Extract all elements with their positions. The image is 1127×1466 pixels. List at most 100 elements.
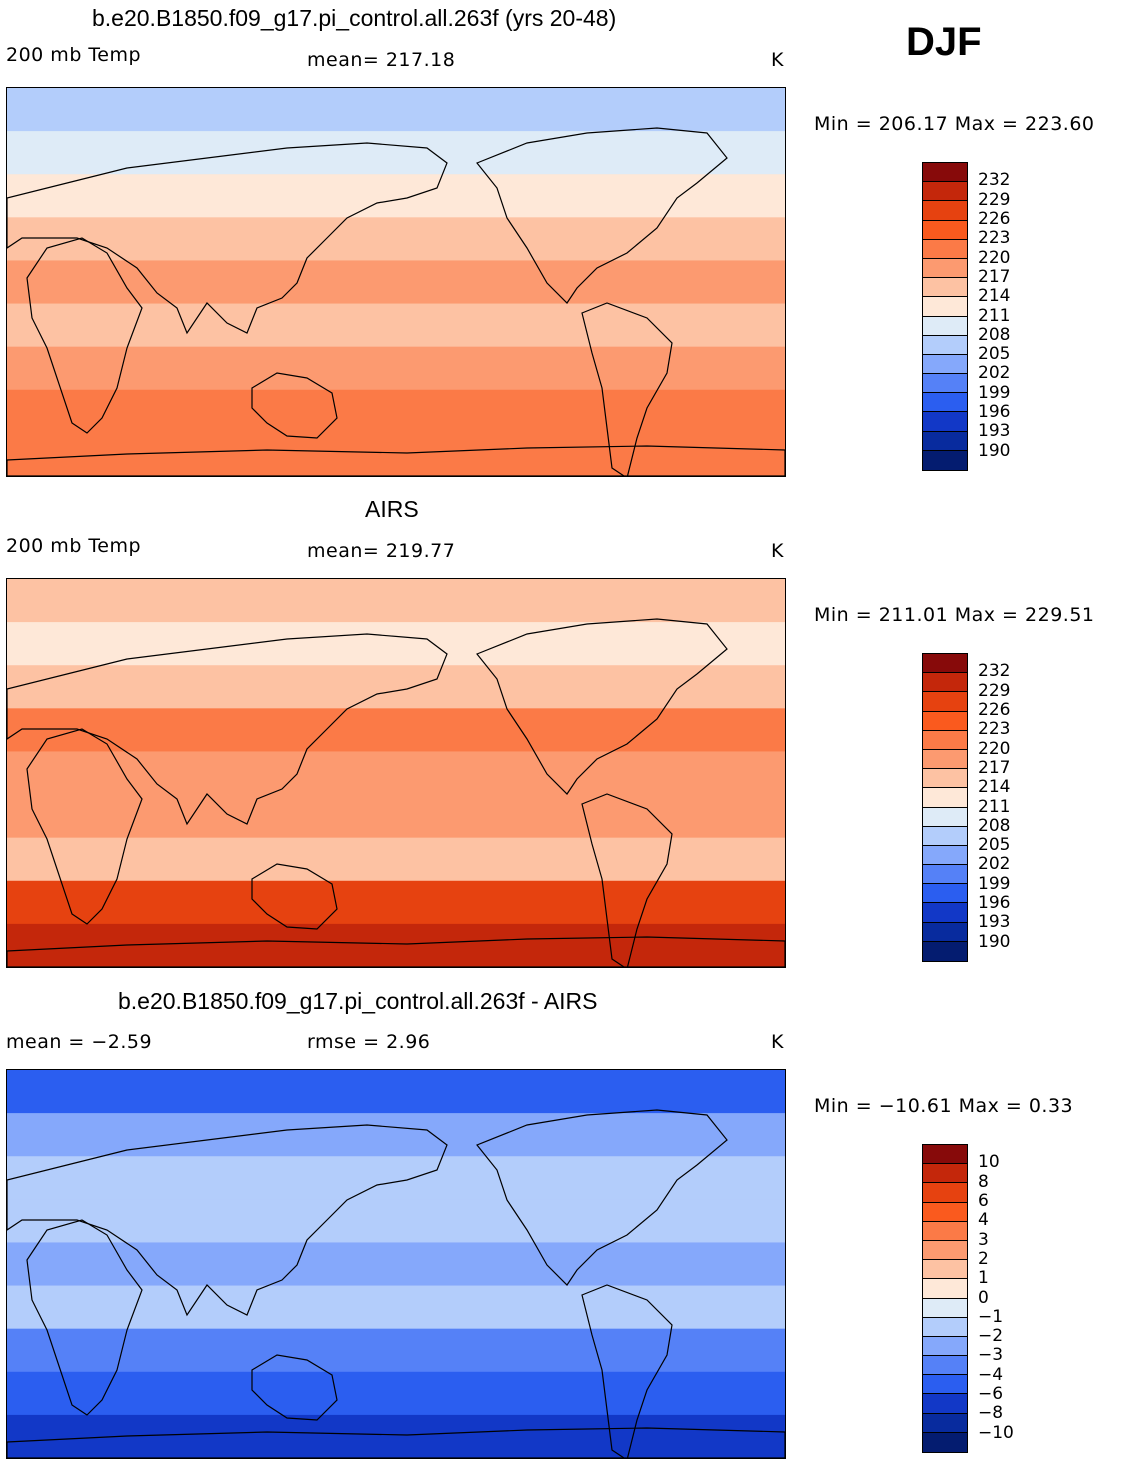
colorbar-swatch bbox=[923, 1356, 967, 1376]
colorbar-swatch bbox=[923, 182, 967, 202]
colorbar-swatch bbox=[923, 431, 967, 451]
contour-band bbox=[7, 432, 785, 476]
colorbar-swatch bbox=[923, 1145, 967, 1165]
colorbar-swatch bbox=[923, 654, 967, 674]
panel-3-units-label: K bbox=[771, 1031, 784, 1053]
contour-band bbox=[7, 346, 785, 391]
contour-band bbox=[7, 1285, 785, 1330]
colorbar-swatch bbox=[923, 412, 967, 432]
colorbar-swatch bbox=[923, 826, 967, 846]
colorbar-tick-label: 217 bbox=[978, 266, 1011, 287]
coastline bbox=[251, 1354, 338, 1421]
colorbar-tick-label: −8 bbox=[978, 1403, 1004, 1424]
colorbar-tick-label: 193 bbox=[978, 912, 1011, 933]
colorbar-swatch bbox=[923, 354, 967, 375]
coastline bbox=[476, 1109, 728, 1286]
colorbar-swatch bbox=[923, 1240, 967, 1261]
coastline bbox=[7, 445, 785, 476]
colorbar-swatch bbox=[923, 865, 967, 885]
colorbar-swatch bbox=[923, 1279, 967, 1299]
contour-band bbox=[7, 131, 785, 176]
colorbar-tick-label: 196 bbox=[978, 893, 1011, 914]
colorbar-tick-label: 217 bbox=[978, 757, 1011, 778]
coastline bbox=[581, 1284, 673, 1458]
colorbar-swatch bbox=[923, 884, 967, 904]
colorbar-tick-label: −6 bbox=[978, 1384, 1004, 1405]
colorbar-swatch bbox=[923, 1394, 967, 1414]
contour-band bbox=[7, 923, 785, 967]
coastline bbox=[251, 372, 338, 439]
panel-3-map bbox=[6, 1069, 786, 1459]
colorbar-tick-label: 223 bbox=[978, 228, 1011, 249]
coastline bbox=[7, 633, 448, 826]
colorbar-swatch bbox=[923, 807, 967, 827]
colorbar-swatch bbox=[923, 316, 967, 336]
colorbar-tick-label: 6 bbox=[978, 1190, 989, 1211]
contour-band bbox=[7, 579, 785, 624]
colorbar-tick-label: 196 bbox=[978, 402, 1011, 423]
contour-band bbox=[7, 1199, 785, 1244]
panel-3-colorbar bbox=[922, 1144, 968, 1453]
panel-1-colorbar bbox=[922, 162, 968, 471]
colorbar-tick-label: 3 bbox=[978, 1229, 989, 1250]
colorbar-swatch bbox=[923, 297, 967, 317]
colorbar-tick-label: 2 bbox=[978, 1248, 989, 1269]
coastline bbox=[581, 793, 673, 967]
panel-2-colorbar bbox=[922, 653, 968, 962]
colorbar-tick-label: 190 bbox=[978, 931, 1011, 952]
colorbar-tick-label: 232 bbox=[978, 661, 1011, 682]
coastline bbox=[476, 127, 728, 304]
colorbar-tick-label: 193 bbox=[978, 421, 1011, 442]
coastline bbox=[7, 936, 785, 967]
panel-1-variable-label: 200 mb Temp bbox=[6, 44, 142, 66]
panel-2-minmax-label: Min = 211.01 Max = 229.51 bbox=[814, 604, 1095, 626]
contour-band bbox=[7, 880, 785, 925]
colorbar-swatch bbox=[923, 769, 967, 789]
colorbar-swatch bbox=[923, 673, 967, 693]
colorbar-swatch bbox=[923, 1375, 967, 1395]
colorbar-tick-label: 211 bbox=[978, 305, 1011, 326]
colorbar-tick-label: 199 bbox=[978, 873, 1011, 894]
colorbar-tick-label: 208 bbox=[978, 324, 1011, 345]
colorbar-tick-label: −10 bbox=[978, 1422, 1014, 1443]
colorbar-swatch bbox=[923, 1317, 967, 1337]
panel-2-variable-label: 200 mb Temp bbox=[6, 535, 142, 557]
colorbar-tick-label: 229 bbox=[978, 680, 1011, 701]
colorbar-tick-label: 202 bbox=[978, 854, 1011, 875]
colorbar-tick-label: −3 bbox=[978, 1345, 1004, 1366]
colorbar-swatch bbox=[923, 1432, 967, 1452]
colorbar-tick-label: −4 bbox=[978, 1364, 1004, 1385]
colorbar-tick-label: 190 bbox=[978, 440, 1011, 461]
contour-band bbox=[7, 1113, 785, 1158]
colorbar-tick-label: 10 bbox=[978, 1152, 1000, 1173]
panel-2-mean-label: mean= 219.77 bbox=[307, 540, 456, 562]
contour-band bbox=[7, 622, 785, 667]
panel-2-map bbox=[6, 578, 786, 968]
colorbar-swatch bbox=[923, 941, 967, 961]
contour-band bbox=[7, 389, 785, 434]
contour-band bbox=[7, 217, 785, 262]
contour-band bbox=[7, 665, 785, 710]
colorbar-swatch bbox=[923, 258, 967, 279]
colorbar-tick-label: 202 bbox=[978, 363, 1011, 384]
colorbar-tick-label: 223 bbox=[978, 719, 1011, 740]
colorbar-swatch bbox=[923, 335, 967, 355]
colorbar-tick-label: 1 bbox=[978, 1268, 989, 1289]
colorbar-swatch bbox=[923, 692, 967, 712]
panel-3-minmax-label: Min = −10.61 Max = 0.33 bbox=[814, 1095, 1074, 1117]
colorbar-swatch bbox=[923, 749, 967, 770]
coastline bbox=[7, 1124, 448, 1317]
contour-band bbox=[7, 88, 785, 133]
colorbar-tick-label: 205 bbox=[978, 835, 1011, 856]
colorbar-swatch bbox=[923, 278, 967, 298]
colorbar-tick-label: 214 bbox=[978, 777, 1011, 798]
colorbar-swatch bbox=[923, 1183, 967, 1203]
panel-2-units-label: K bbox=[771, 540, 784, 562]
colorbar-tick-label: 220 bbox=[978, 247, 1011, 268]
contour-band bbox=[7, 174, 785, 219]
colorbar-swatch bbox=[923, 1336, 967, 1357]
colorbar-tick-label: 4 bbox=[978, 1210, 989, 1231]
contour-band bbox=[7, 1414, 785, 1458]
colorbar-tick-label: 199 bbox=[978, 382, 1011, 403]
colorbar-tick-label: 214 bbox=[978, 286, 1011, 307]
